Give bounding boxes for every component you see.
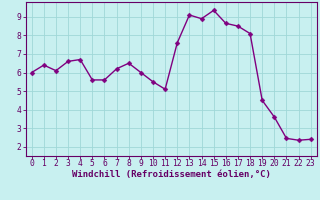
X-axis label: Windchill (Refroidissement éolien,°C): Windchill (Refroidissement éolien,°C) bbox=[72, 170, 271, 179]
